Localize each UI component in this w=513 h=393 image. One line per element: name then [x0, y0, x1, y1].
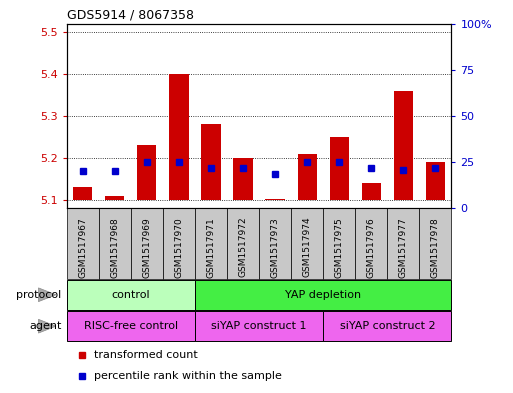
Bar	[163, 208, 195, 279]
Bar	[329, 137, 349, 200]
Bar	[362, 183, 381, 200]
Text: GSM1517976: GSM1517976	[367, 217, 376, 277]
Bar	[169, 74, 189, 200]
Bar	[323, 311, 451, 341]
Bar	[355, 208, 387, 279]
Text: GDS5914 / 8067358: GDS5914 / 8067358	[67, 8, 194, 21]
Text: GSM1517967: GSM1517967	[78, 217, 87, 277]
Bar	[67, 208, 98, 279]
Text: GSM1517968: GSM1517968	[110, 217, 120, 277]
Text: transformed count: transformed count	[93, 350, 198, 360]
Text: siYAP construct 2: siYAP construct 2	[340, 321, 435, 331]
Polygon shape	[38, 288, 56, 302]
Text: YAP depletion: YAP depletion	[285, 290, 361, 300]
Bar	[227, 208, 259, 279]
Bar	[105, 196, 124, 200]
Bar	[137, 145, 156, 200]
Bar	[298, 154, 317, 200]
Bar	[387, 208, 420, 279]
Bar	[426, 162, 445, 200]
Bar	[67, 311, 195, 341]
Bar	[323, 208, 355, 279]
Text: GSM1517974: GSM1517974	[303, 217, 312, 277]
Text: GSM1517969: GSM1517969	[142, 217, 151, 277]
Bar	[420, 208, 451, 279]
Text: GSM1517972: GSM1517972	[239, 217, 248, 277]
Bar	[259, 208, 291, 279]
Bar	[73, 187, 92, 200]
Bar	[98, 208, 131, 279]
Bar	[195, 311, 323, 341]
Bar	[195, 280, 451, 310]
Text: GSM1517973: GSM1517973	[270, 217, 280, 277]
Text: GSM1517970: GSM1517970	[174, 217, 184, 277]
Text: agent: agent	[29, 321, 62, 331]
Text: GSM1517977: GSM1517977	[399, 217, 408, 277]
Bar	[265, 199, 285, 200]
Text: GSM1517978: GSM1517978	[431, 217, 440, 277]
Bar	[201, 124, 221, 200]
Polygon shape	[38, 319, 56, 333]
Bar	[291, 208, 323, 279]
Bar	[233, 158, 252, 200]
Text: RISC-free control: RISC-free control	[84, 321, 178, 331]
Text: control: control	[111, 290, 150, 300]
Text: GSM1517971: GSM1517971	[206, 217, 215, 277]
Bar	[393, 91, 413, 200]
Text: percentile rank within the sample: percentile rank within the sample	[93, 371, 282, 381]
Text: siYAP construct 1: siYAP construct 1	[211, 321, 307, 331]
Text: GSM1517975: GSM1517975	[334, 217, 344, 277]
Bar	[67, 280, 195, 310]
Text: protocol: protocol	[16, 290, 62, 300]
Bar	[195, 208, 227, 279]
Bar	[131, 208, 163, 279]
